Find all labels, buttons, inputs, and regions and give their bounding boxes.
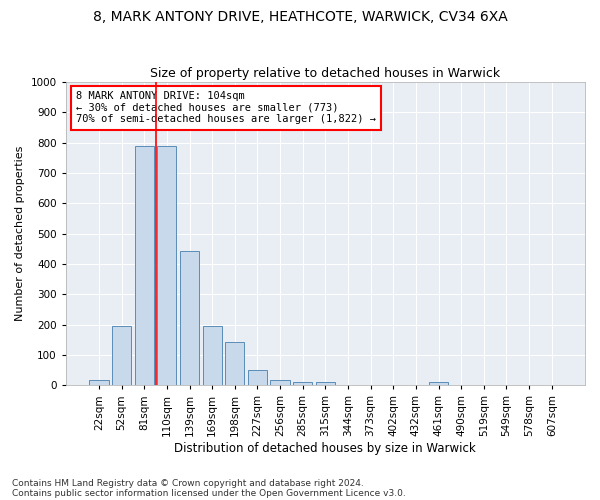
Bar [316,382,335,386]
X-axis label: Distribution of detached houses by size in Warwick: Distribution of detached houses by size … [175,442,476,455]
Bar [112,326,131,386]
Bar [248,370,267,386]
Bar [89,380,109,386]
Bar [203,326,222,386]
Y-axis label: Number of detached properties: Number of detached properties [15,146,25,322]
Text: Contains public sector information licensed under the Open Government Licence v3: Contains public sector information licen… [12,488,406,498]
Bar [134,146,154,386]
Bar [225,342,244,386]
Bar [293,382,313,386]
Text: Contains HM Land Registry data © Crown copyright and database right 2024.: Contains HM Land Registry data © Crown c… [12,478,364,488]
Bar [180,252,199,386]
Bar [429,382,448,386]
Text: 8 MARK ANTONY DRIVE: 104sqm
← 30% of detached houses are smaller (773)
70% of se: 8 MARK ANTONY DRIVE: 104sqm ← 30% of det… [76,91,376,124]
Text: 8, MARK ANTONY DRIVE, HEATHCOTE, WARWICK, CV34 6XA: 8, MARK ANTONY DRIVE, HEATHCOTE, WARWICK… [92,10,508,24]
Title: Size of property relative to detached houses in Warwick: Size of property relative to detached ho… [150,66,500,80]
Bar [271,380,290,386]
Bar [157,146,176,386]
